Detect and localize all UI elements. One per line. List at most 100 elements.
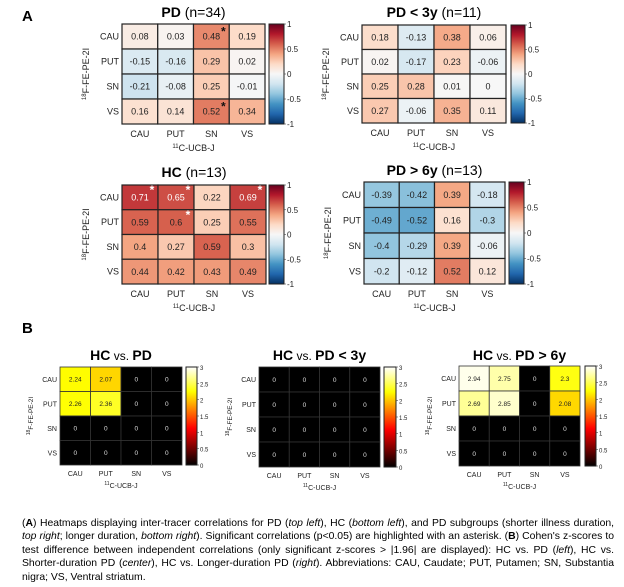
cell-value-label: -0.08: [165, 82, 186, 92]
x-axis-label-sup: 11: [303, 483, 308, 489]
colorbar-tick-label: 0.5: [399, 449, 408, 455]
heatmap-cell: [549, 390, 581, 417]
x-tick-label: SN: [446, 128, 459, 138]
x-tick-label: PUT: [408, 289, 427, 299]
cell-value-label: 0.16: [131, 107, 149, 117]
colorbar-tick-label: 3: [200, 366, 204, 372]
cell-value-label: -0.17: [406, 57, 427, 67]
heatmap-cell: [151, 366, 183, 392]
cell-value-label: 2.3: [560, 376, 569, 383]
cell-value-label: 0: [165, 401, 169, 408]
y-tick-label: VS: [107, 107, 119, 117]
colorbar-tick-label: -1: [287, 280, 295, 289]
colorbar-tick-label: -0.5: [287, 255, 301, 264]
colorbar: [508, 181, 525, 285]
y-tick-label: VS: [347, 106, 359, 116]
x-tick-label: VS: [482, 128, 494, 138]
cell-value-label: 0: [533, 451, 537, 458]
y-tick-label: PUT: [101, 217, 120, 227]
colorbar-tick-label: 1.5: [399, 416, 408, 422]
heatmap-cell: [258, 441, 290, 468]
cell-value-label: 0: [485, 81, 490, 91]
heatmap-cell: [349, 416, 381, 443]
y-axis-label-sup: 18: [26, 429, 32, 435]
chart-title-mid: vs.: [493, 349, 515, 363]
panel-label-b: B: [22, 320, 33, 337]
caption-segment: ), HC vs. Shorter-duration PD (: [22, 544, 615, 570]
x-axis-label: 11C-UCB-J: [172, 143, 214, 153]
heatmap-cell: [433, 232, 471, 260]
chart-title-bold: HC: [473, 347, 493, 363]
cell-value-label: 2.07: [99, 377, 112, 384]
y-tick-label: SN: [246, 427, 256, 434]
cell-value-label: 0.03: [167, 32, 185, 42]
heatmap-cell: [361, 73, 399, 100]
cell-value-label: 0.49: [239, 267, 257, 277]
y-tick-label: SN: [346, 81, 359, 91]
cell-value-label: 2.75: [498, 376, 511, 383]
cell-value-label: 0.48: [203, 32, 221, 42]
cell-value-label: 0.22: [203, 193, 221, 203]
x-axis-label-sup: 11: [413, 304, 420, 310]
caption-segment: ) Cohen's z-scores to test difference be…: [22, 531, 615, 556]
cell-value-label: 0: [104, 450, 108, 457]
heatmap-cell: [193, 184, 231, 211]
caption-segment: ), HC (: [320, 518, 353, 529]
colorbar-tick-label: 0: [287, 231, 292, 240]
cell-value-label: 0: [363, 377, 367, 384]
caption-segment: A: [25, 518, 33, 529]
cell-value-label: 0: [363, 402, 367, 409]
heatmap-pd3: PD < 3y (n=11) 0.18 -0.13 0.38 0.06 0.02 -0.17…: [321, 4, 542, 152]
colorbar-tick-label: 0: [527, 229, 532, 238]
heatmap-cell: [258, 416, 290, 443]
y-tick-label: SN: [348, 241, 361, 251]
cell-value-label: 0: [303, 377, 307, 384]
cell-value-label: -0.39: [371, 190, 392, 200]
caption-segment: ), HC vs. Longer-duration PD (: [151, 558, 296, 570]
cell-value-label: 0.16: [443, 215, 461, 225]
cell-value-label: 0.29: [203, 57, 221, 67]
cell-value-label: 0: [272, 402, 276, 409]
cell-value-label: 0.27: [167, 242, 185, 252]
y-tick-label: VS: [349, 266, 361, 276]
y-tick-label: VS: [447, 451, 457, 458]
heatmap-cell: [288, 441, 320, 468]
x-axis-label-sup: 11: [104, 481, 109, 487]
cell-value-label: 0.39: [443, 190, 461, 200]
heatmap-cell: [549, 415, 581, 442]
x-axis-label-text: C-UCB-J: [508, 484, 536, 491]
caption-segment: ). Significant correlations (p<0.05) are…: [196, 531, 509, 543]
x-tick-label: CAU: [267, 473, 282, 480]
colorbar-tick-label: -1: [528, 119, 536, 128]
colorbar-tick-label: 3: [599, 365, 603, 371]
colorbar-tick-label: 0: [599, 465, 603, 471]
colorbar-tick-label: 0: [287, 70, 292, 79]
y-tick-label: CAU: [340, 32, 359, 42]
heatmap-cell: [488, 415, 520, 442]
chart-title: HC vs. PD < 3y: [273, 347, 366, 363]
cell-value-label: 0.01: [443, 81, 461, 91]
heatmap-cell: [469, 97, 507, 124]
x-tick-label: SN: [206, 289, 219, 299]
x-tick-label: SN: [205, 129, 218, 139]
y-tick-label: SN: [446, 426, 456, 433]
heatmap-cell: [469, 206, 506, 234]
cell-value-label: 0.55: [239, 217, 257, 227]
heatmap-cell: [361, 48, 399, 75]
x-tick-label: PUT: [99, 471, 114, 478]
cell-value-label: -0.16: [165, 57, 186, 67]
cell-value-label: 0.52: [443, 266, 461, 276]
cell-value-label: 0.6: [170, 217, 183, 227]
colorbar-tick-label: 0.5: [599, 448, 608, 454]
heatmap-cell: [519, 415, 551, 442]
heatmap-cell: [458, 415, 490, 442]
cell-value-label: 0.28: [407, 81, 425, 91]
colorbar-tick-label: 2: [399, 399, 403, 405]
significance-asterisk: *: [150, 183, 155, 197]
y-axis-label-sup: 18: [225, 430, 231, 436]
colorbar: [383, 366, 397, 468]
heatmap-hcpd: HC vs. PD 2.24 2.07 0 0 2.26 2.36 0 0 0 0 0 0 0 0 0 0 CAU…: [26, 347, 209, 490]
cell-value-label: 0: [333, 377, 337, 384]
heatmap-cell: [319, 441, 351, 468]
y-tick-label: PUT: [341, 57, 360, 67]
